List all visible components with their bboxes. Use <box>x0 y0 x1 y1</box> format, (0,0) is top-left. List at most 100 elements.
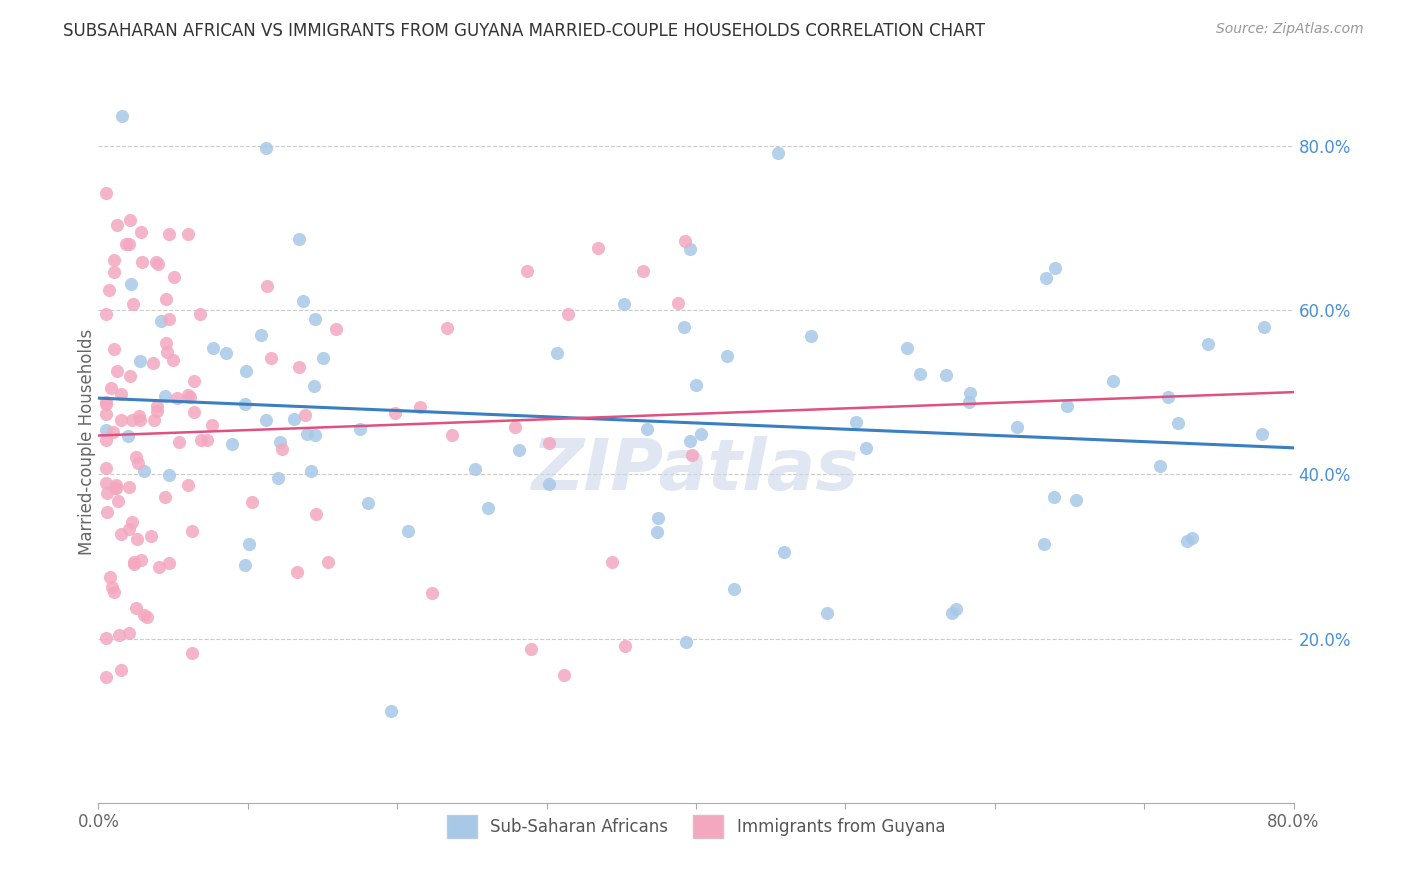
Point <box>249 328 271 343</box>
Point <box>129 226 152 240</box>
Point <box>800 329 823 343</box>
Point <box>538 477 561 491</box>
Point <box>122 556 145 570</box>
Point <box>689 427 711 442</box>
Point <box>271 442 294 457</box>
Point <box>409 400 432 414</box>
Point <box>1043 490 1066 504</box>
Point <box>166 391 188 405</box>
Point <box>316 556 339 570</box>
Point <box>254 141 277 155</box>
Point <box>96 505 118 519</box>
Point <box>1167 416 1189 430</box>
Point <box>188 307 211 321</box>
Text: Source: ZipAtlas.com: Source: ZipAtlas.com <box>1216 22 1364 37</box>
Point <box>94 433 117 447</box>
Point <box>146 400 169 414</box>
Point <box>679 434 702 449</box>
Point <box>349 422 371 436</box>
Point <box>1149 459 1171 474</box>
Point <box>325 322 347 336</box>
Point <box>132 607 155 622</box>
Point <box>291 293 314 308</box>
Point <box>125 600 148 615</box>
Point <box>679 242 702 256</box>
Point <box>100 580 122 594</box>
Point <box>1101 374 1123 388</box>
Point <box>384 406 406 420</box>
Point <box>302 379 325 393</box>
Point <box>100 570 122 584</box>
Point <box>177 477 200 491</box>
Point <box>941 606 963 620</box>
Point <box>129 413 152 427</box>
Point <box>103 253 125 268</box>
Point <box>94 307 117 321</box>
Point <box>155 335 177 350</box>
Point <box>107 494 129 508</box>
Point <box>675 635 697 649</box>
Point <box>935 368 957 382</box>
Point <box>129 553 152 567</box>
Point <box>121 297 143 311</box>
Point <box>666 296 689 310</box>
Point <box>685 378 707 392</box>
Point <box>111 110 134 124</box>
Point <box>1043 261 1066 276</box>
Point <box>94 186 117 201</box>
Point <box>121 413 143 427</box>
Point <box>94 670 117 684</box>
Point <box>1032 537 1054 551</box>
Point <box>773 545 796 559</box>
Point <box>256 279 278 293</box>
Point <box>145 255 167 269</box>
Point <box>105 364 128 378</box>
Point <box>508 443 530 458</box>
Point <box>94 397 117 411</box>
Point <box>240 495 263 509</box>
Point <box>1056 400 1078 414</box>
Point <box>202 341 225 355</box>
Point <box>163 269 186 284</box>
Point <box>141 529 163 543</box>
Point <box>908 367 931 381</box>
Point <box>181 524 204 538</box>
Point <box>672 320 695 334</box>
Point <box>183 374 205 388</box>
Point <box>157 468 180 483</box>
Point <box>896 342 918 356</box>
Point <box>136 610 159 624</box>
Point <box>557 308 579 322</box>
Point <box>157 227 180 242</box>
Point <box>288 232 311 246</box>
Legend: Sub-Saharan Africans, Immigrants from Guyana: Sub-Saharan Africans, Immigrants from Gu… <box>440 808 952 845</box>
Point <box>98 284 121 298</box>
Point <box>124 450 146 464</box>
Point <box>121 515 143 529</box>
Point <box>146 403 169 417</box>
Point <box>177 227 200 241</box>
Point <box>103 343 125 357</box>
Point <box>766 146 789 161</box>
Point <box>155 491 177 505</box>
Point <box>201 418 224 433</box>
Point <box>105 218 128 232</box>
Point <box>957 395 980 409</box>
Point <box>117 429 139 443</box>
Point <box>673 234 696 248</box>
Point <box>254 413 277 427</box>
Point <box>283 412 305 426</box>
Point <box>118 479 141 493</box>
Point <box>94 631 117 645</box>
Point <box>267 471 290 485</box>
Point <box>645 525 668 540</box>
Point <box>520 641 543 656</box>
Point <box>128 353 150 368</box>
Point <box>436 321 458 335</box>
Point <box>101 425 124 439</box>
Point <box>269 434 291 449</box>
Point <box>260 351 283 365</box>
Point <box>149 314 172 328</box>
Point <box>600 555 623 569</box>
Point <box>845 415 868 429</box>
